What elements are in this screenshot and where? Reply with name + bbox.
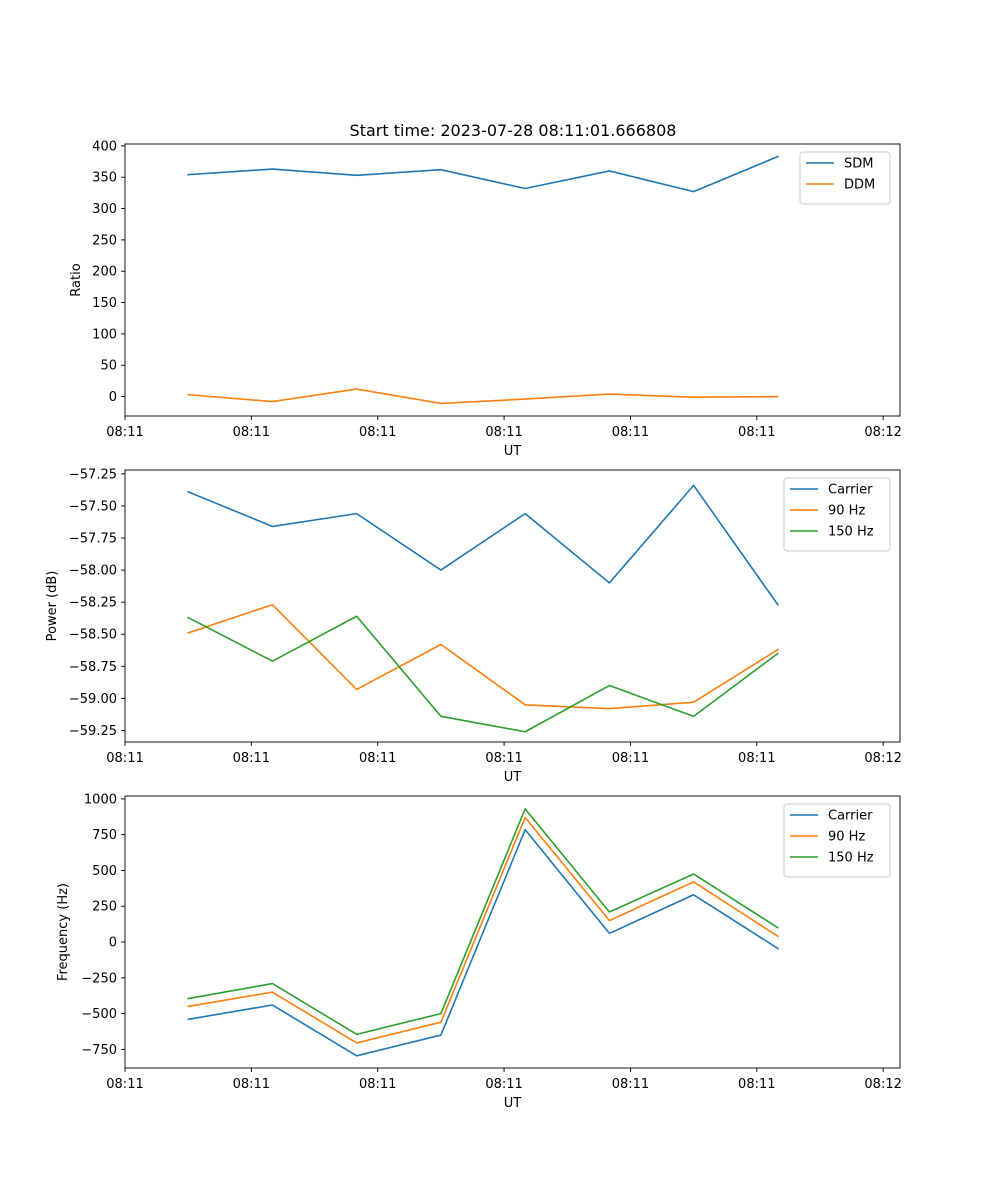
frequency-legend-label-90-hz: 90 Hz xyxy=(828,830,865,845)
ratio-xlabel: UT xyxy=(504,444,522,459)
frequency-legend-label-carrier: Carrier xyxy=(828,809,873,824)
frequency-ytick-label: 1000 xyxy=(84,792,117,807)
power-panel: 08:11 08:11 08:11 08:11 08:11 08:11 08:12 −57.2… xyxy=(45,467,902,785)
ratio-ytick-label: 400 xyxy=(92,139,117,154)
frequency-legend-box xyxy=(783,803,891,878)
frequency-legend: Carrier 90 Hz 150 Hz xyxy=(783,803,891,878)
frequency-ytick-label: −250 xyxy=(81,971,117,986)
frequency-xtick-label: 08:11 xyxy=(485,1077,522,1092)
power-legend-label-150-hz: 150 Hz xyxy=(828,525,874,540)
ratio-ytick-label: 100 xyxy=(92,327,117,342)
frequency-legend-label-150-hz: 150 Hz xyxy=(828,851,874,866)
ratio-xtick-label: 08:11 xyxy=(612,425,649,440)
power-ytick-label: −58.00 xyxy=(69,564,117,579)
frequency-series-carrier-line xyxy=(187,828,779,1057)
ratio-ytick-label: 250 xyxy=(92,233,117,248)
power-xtick-label: 08:11 xyxy=(106,751,143,766)
power-ytick-label: −58.50 xyxy=(69,628,117,643)
ratio-ytick-label: 200 xyxy=(92,265,117,280)
power-xtick-label: 08:11 xyxy=(233,751,270,766)
ratio-ytick-label: 300 xyxy=(92,202,117,217)
power-series-150-hz-line xyxy=(187,615,779,733)
ratio-ytick-label: 150 xyxy=(92,296,117,311)
frequency-ytick-label: 250 xyxy=(92,900,117,915)
ratio-legend: SDM DDM xyxy=(799,151,891,205)
ratio-ytick-label: 350 xyxy=(92,171,117,186)
power-xlabel: UT xyxy=(504,770,522,785)
figure-title: Start time: 2023-07-28 08:11:01.666808 xyxy=(350,121,677,140)
power-legend-label-90-hz: 90 Hz xyxy=(828,504,865,519)
power-series-carrier-line xyxy=(187,484,779,606)
ratio-ytick-label: 0 xyxy=(109,390,117,405)
frequency-ylabel: Frequency (Hz) xyxy=(56,883,71,981)
power-xtick-label: 08:11 xyxy=(738,751,775,766)
ratio-legend-box xyxy=(799,151,891,205)
ratio-axes-frame xyxy=(124,143,901,417)
power-ytick-label: −57.25 xyxy=(69,467,117,482)
power-ytick-label: −58.25 xyxy=(69,596,117,611)
ratio-series-ddm-line xyxy=(187,388,779,405)
ratio-ytick-label: 50 xyxy=(100,359,117,374)
power-ytick-label: −58.75 xyxy=(69,660,117,675)
ratio-ylabel: Ratio xyxy=(69,263,84,296)
frequency-panel: 08:11 08:11 08:11 08:11 08:11 08:11 08:12 1000 7… xyxy=(56,792,902,1111)
power-xtick-label: 08:12 xyxy=(864,751,901,766)
frequency-series-90-hz-line xyxy=(187,816,779,1044)
frequency-xtick-label: 08:11 xyxy=(233,1077,270,1092)
ratio-xtick-label: 08:11 xyxy=(106,425,143,440)
ratio-xtick-label: 08:11 xyxy=(233,425,270,440)
frequency-ytick-label: 0 xyxy=(109,936,117,951)
frequency-xtick-label: 08:11 xyxy=(612,1077,649,1092)
power-ytick-label: −59.25 xyxy=(69,724,117,739)
ratio-panel: 08:11 08:11 08:11 08:11 08:11 08:11 08:12 400 35… xyxy=(69,139,902,459)
power-xtick-label: 08:11 xyxy=(485,751,522,766)
frequency-ytick-label: 750 xyxy=(92,828,117,843)
power-ytick-label: −57.75 xyxy=(69,532,117,547)
ratio-legend-label-ddm: DDM xyxy=(844,178,875,193)
ratio-legend-label-sdm: SDM xyxy=(844,157,873,172)
power-ytick-label: −57.50 xyxy=(69,499,117,514)
power-xtick-label: 08:11 xyxy=(612,751,649,766)
frequency-xlabel: UT xyxy=(504,1096,522,1111)
frequency-xtick-label: 08:12 xyxy=(864,1077,901,1092)
power-legend-box xyxy=(783,477,891,552)
frequency-axes-frame xyxy=(124,795,901,1069)
ratio-xtick-label: 08:11 xyxy=(738,425,775,440)
frequency-xtick-label: 08:11 xyxy=(359,1077,396,1092)
frequency-xtick-label: 08:11 xyxy=(106,1077,143,1092)
frequency-ytick-label: −500 xyxy=(81,1007,117,1022)
ratio-xtick-label: 08:11 xyxy=(485,425,522,440)
ratio-xtick-label: 08:12 xyxy=(864,425,901,440)
ratio-xtick-label: 08:11 xyxy=(359,425,396,440)
power-series-90-hz-line xyxy=(187,603,779,710)
ratio-series-sdm-line xyxy=(187,155,779,193)
power-axes-frame xyxy=(124,469,901,743)
power-legend-label-carrier: Carrier xyxy=(828,483,873,498)
frequency-xtick-label: 08:11 xyxy=(738,1077,775,1092)
frequency-ytick-label: 500 xyxy=(92,864,117,879)
power-ytick-label: −59.00 xyxy=(69,692,117,707)
power-ylabel: Power (dB) xyxy=(45,571,60,642)
frequency-ytick-label: −750 xyxy=(81,1043,117,1058)
power-legend: Carrier 90 Hz 150 Hz xyxy=(783,477,891,552)
power-xtick-label: 08:11 xyxy=(359,751,396,766)
frequency-series-150-hz-line xyxy=(187,808,779,1036)
